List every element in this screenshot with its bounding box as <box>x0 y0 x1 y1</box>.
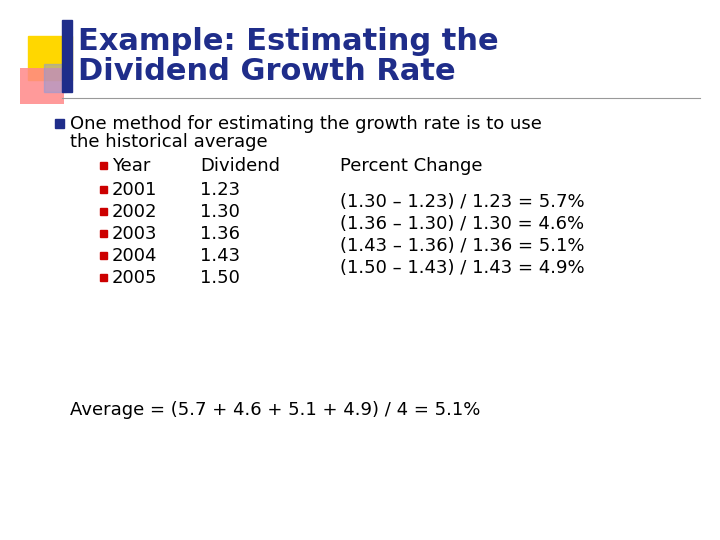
Bar <box>62 20 72 92</box>
Text: 2002: 2002 <box>112 203 158 221</box>
Text: 2001: 2001 <box>112 181 158 199</box>
Text: Dividend: Dividend <box>200 157 280 175</box>
Text: Year: Year <box>112 157 150 175</box>
Text: 1.30: 1.30 <box>200 203 240 221</box>
FancyBboxPatch shape <box>20 68 64 104</box>
Text: the historical average: the historical average <box>70 133 268 151</box>
Text: Average = (5.7 + 4.6 + 5.1 + 4.9) / 4 = 5.1%: Average = (5.7 + 4.6 + 5.1 + 4.9) / 4 = … <box>70 401 480 419</box>
Bar <box>28 36 72 80</box>
Text: One method for estimating the growth rate is to use: One method for estimating the growth rat… <box>70 115 542 133</box>
Text: (1.36 – 1.30) / 1.30 = 4.6%: (1.36 – 1.30) / 1.30 = 4.6% <box>340 215 584 233</box>
Text: Dividend Growth Rate: Dividend Growth Rate <box>78 57 456 86</box>
Bar <box>100 162 107 169</box>
Text: 2003: 2003 <box>112 225 158 243</box>
Text: 1.36: 1.36 <box>200 225 240 243</box>
Text: 2004: 2004 <box>112 247 158 265</box>
Text: (1.50 – 1.43) / 1.43 = 4.9%: (1.50 – 1.43) / 1.43 = 4.9% <box>340 259 585 277</box>
Text: 2005: 2005 <box>112 269 158 287</box>
Bar <box>100 230 107 237</box>
Bar <box>100 274 107 281</box>
Bar <box>100 186 107 193</box>
Text: 1.50: 1.50 <box>200 269 240 287</box>
Text: (1.43 – 1.36) / 1.36 = 5.1%: (1.43 – 1.36) / 1.36 = 5.1% <box>340 237 585 255</box>
Text: (1.30 – 1.23) / 1.23 = 5.7%: (1.30 – 1.23) / 1.23 = 5.7% <box>340 193 585 211</box>
Bar <box>44 64 66 92</box>
Bar <box>100 252 107 259</box>
Text: 1.43: 1.43 <box>200 247 240 265</box>
Text: 1.23: 1.23 <box>200 181 240 199</box>
Text: Example: Estimating the: Example: Estimating the <box>78 28 499 57</box>
Bar <box>55 119 64 128</box>
Text: Percent Change: Percent Change <box>340 157 482 175</box>
Bar <box>100 208 107 215</box>
